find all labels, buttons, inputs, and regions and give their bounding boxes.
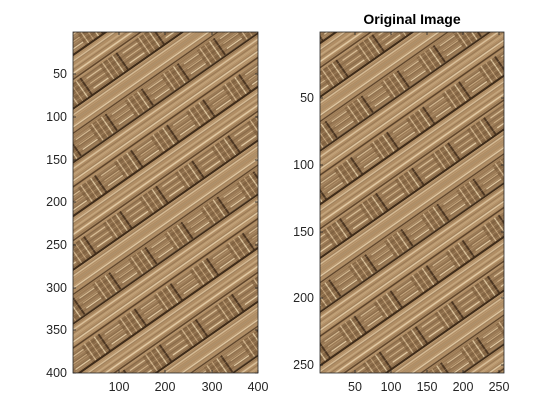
left-axes: 50 100 150 200 250 300 350 400 100 200 3… (46, 31, 269, 394)
left-x-tick: 200 (155, 380, 176, 394)
right-x-tick: 250 (489, 380, 510, 394)
right-axes-box (319, 31, 505, 374)
left-x-tick: 300 (202, 380, 223, 394)
right-x-tick: 150 (417, 380, 438, 394)
left-y-tick: 200 (46, 195, 67, 209)
right-y-tick: 100 (293, 158, 314, 172)
left-y-tick: 100 (46, 110, 67, 124)
right-y-tick: 50 (300, 91, 314, 105)
right-x-tick: 200 (453, 380, 474, 394)
left-y-tick: 50 (53, 67, 67, 81)
left-y-tick: 150 (46, 153, 67, 167)
right-x-tick: 100 (381, 380, 402, 394)
left-y-tick: 400 (46, 366, 67, 380)
right-y-tick: 250 (293, 358, 314, 372)
left-axes-box (72, 31, 259, 374)
left-y-tick: 250 (46, 238, 67, 252)
left-x-tick: 100 (109, 380, 130, 394)
right-x-tick: 50 (348, 380, 362, 394)
right-axes: 50 100 150 200 250 50 100 150 200 250 (293, 31, 510, 394)
right-y-tick: 200 (293, 291, 314, 305)
right-y-tick: 150 (293, 225, 314, 239)
right-axes-title: Original Image (363, 11, 461, 27)
left-y-tick: 300 (46, 281, 67, 295)
left-y-tick: 350 (46, 323, 67, 337)
left-x-tick: 400 (248, 380, 269, 394)
